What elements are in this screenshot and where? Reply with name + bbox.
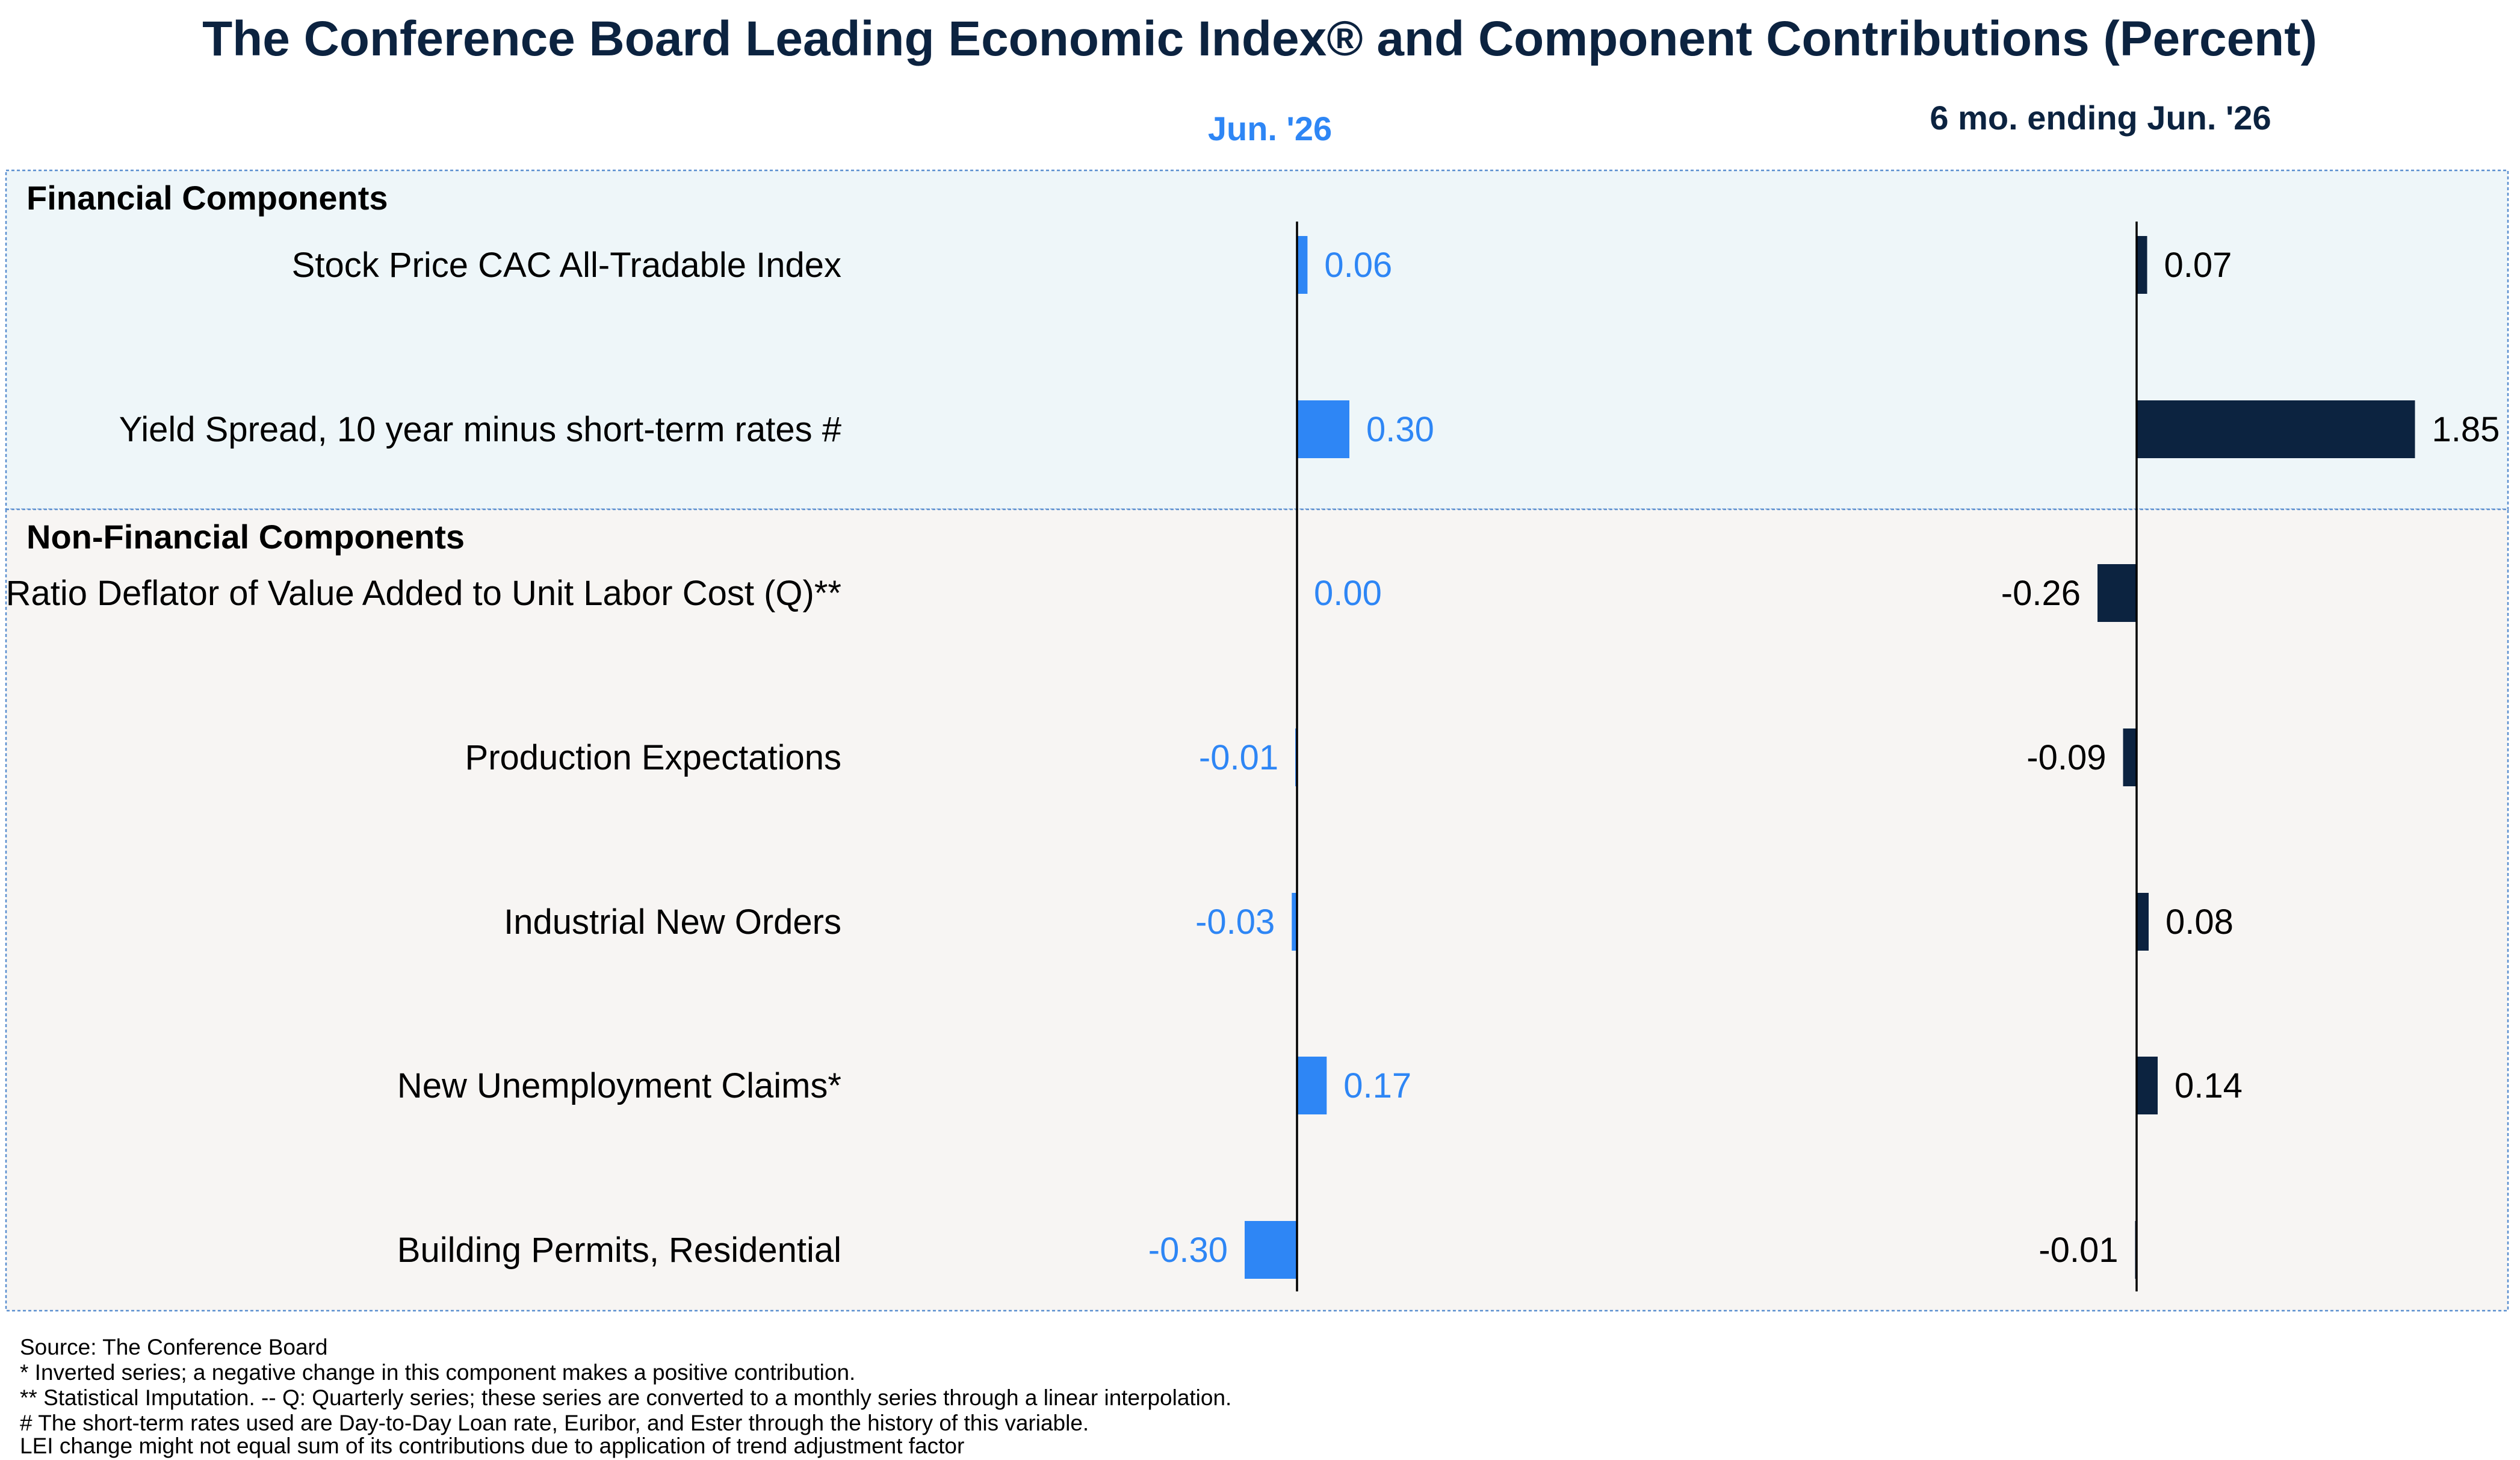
row-labels: Stock Price CAC All-Tradable Index Yield … [6,246,841,1270]
value-label: 0.07 [2164,246,2232,285]
bar [1297,236,1308,294]
row-label: Building Permits, Residential [397,1231,841,1270]
section-label: Financial Components [26,179,388,217]
value-label: 0.30 [1366,410,1434,449]
footnotes: Source: The Conference Board* Inverted s… [20,1335,1231,1458]
column-header: 6 mo. ending Jun. '26 [1930,99,2271,137]
section-backgrounds [5,169,2509,1312]
chart-title: The Conference Board Leading Economic In… [202,11,2317,66]
bar [1297,1057,1327,1114]
bars [1245,236,2415,1279]
row-label: Ratio Deflator of Value Added to Unit La… [6,574,841,613]
value-label: -0.09 [2026,738,2106,777]
section-label: Non-Financial Components [26,518,465,556]
row-label: Industrial New Orders [504,902,841,942]
bar [2137,236,2147,294]
bar [1297,400,1349,458]
value-label: -0.03 [1195,902,1275,942]
row-label: Production Expectations [465,738,841,777]
value-label: -0.26 [2001,574,2081,613]
column-headers: Jun. '26 6 mo. ending Jun. '26 [1208,99,2271,148]
footnote: * Inverted series; a negative change in … [20,1360,855,1385]
value-label: -0.30 [1148,1231,1228,1270]
section-background [5,508,2509,1312]
row-label: Yield Spread, 10 year minus short-term r… [119,410,841,449]
bar [2097,564,2137,622]
value-label: 0.14 [2175,1066,2243,1105]
value-label: 1.85 [2432,410,2500,449]
section-background [5,169,2509,511]
value-label: 0.08 [2166,902,2234,942]
bar [1292,893,1297,951]
footnote: ** Statistical Imputation. -- Q: Quarter… [20,1385,1231,1410]
value-label: -0.01 [1199,738,1278,777]
value-label: 0.06 [1324,246,1392,285]
zero-axes [1296,222,2138,1291]
bar [1245,1221,1297,1279]
footnote: Source: The Conference Board [20,1335,327,1359]
value-label: -0.01 [2039,1231,2118,1270]
footnote: LEI change might not equal sum of its co… [20,1434,964,1458]
value-label: 0.17 [1343,1066,1411,1105]
section-labels: Financial Components Non-Financial Compon… [26,179,465,556]
footnote: # The short-term rates used are Day-to-D… [20,1411,1089,1435]
column-header: Jun. '26 [1208,110,1332,148]
bar [2137,893,2149,951]
bar [2137,1057,2158,1114]
value-labels: 0.06 0.07 0.30 1.85 0.00 -0.26 -0.01 -0.09 -0.03… [1148,246,2500,1270]
row-label: New Unemployment Claims* [397,1066,841,1105]
value-label: 0.00 [1314,574,1382,613]
bar [2137,400,2415,458]
row-label: Stock Price CAC All-Tradable Index [292,246,841,285]
bar [2123,728,2137,786]
